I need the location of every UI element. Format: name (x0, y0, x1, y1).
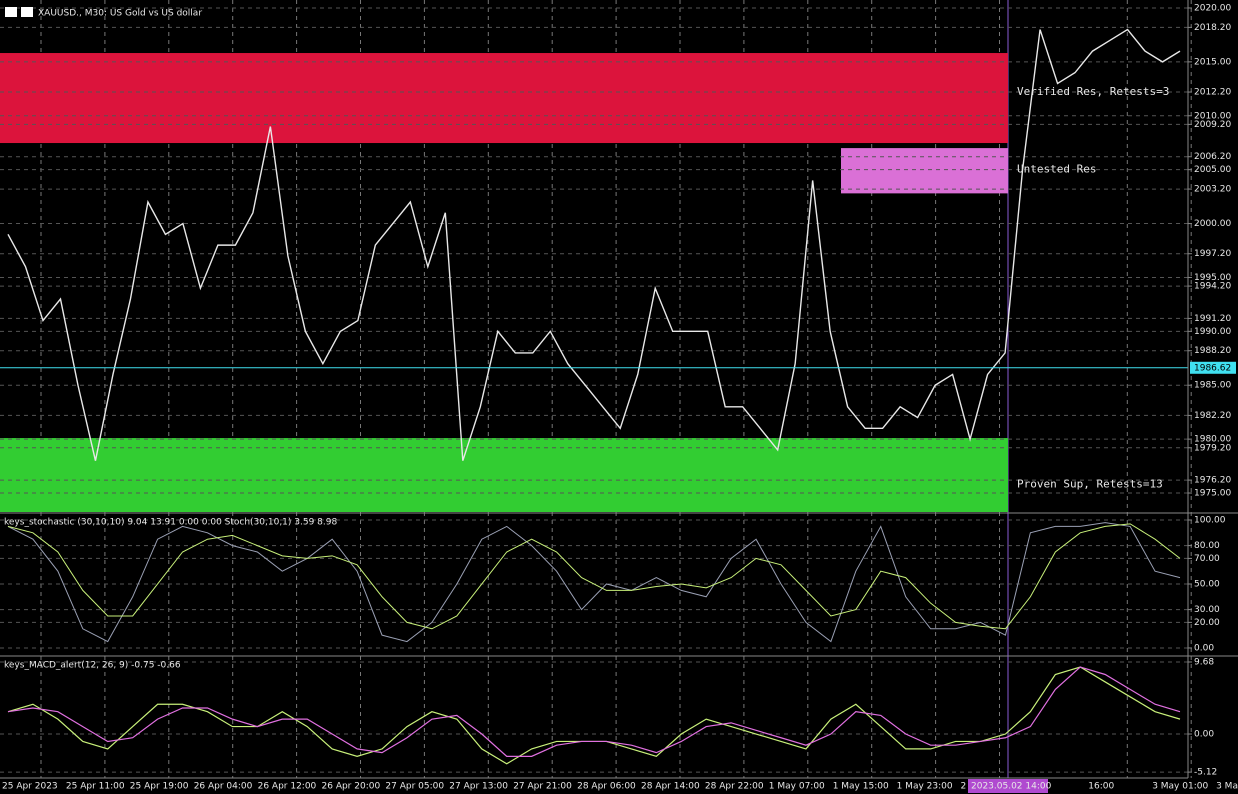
x-tick-label: 26 Apr 20:00 (322, 782, 381, 792)
y-tick-label: 0.00 (1194, 730, 1214, 740)
y-tick-label: 0.00 (1194, 643, 1214, 653)
y-tick-label: -5.12 (1194, 768, 1217, 778)
x-tick-label: 3 May 01:00 (1152, 782, 1208, 792)
y-tick-label: 100.00 (1194, 516, 1226, 526)
x-tick-label: 28 Apr 06:00 (577, 782, 636, 792)
series-line (7, 522, 1181, 643)
y-tick-label: 1979.20 (1194, 443, 1231, 453)
zone-label: Untested Res (1017, 163, 1096, 176)
y-tick-label: 9.68 (1194, 657, 1214, 667)
y-tick-label: 80.00 (1194, 541, 1220, 551)
y-tick-label: 1994.20 (1194, 282, 1231, 292)
x-tick-label: 28 Apr 14:00 (641, 782, 700, 792)
current-price-box (1190, 361, 1236, 374)
y-tick-label: 1982.20 (1194, 411, 1231, 421)
y-tick-label: 1975.00 (1194, 489, 1231, 499)
y-tick-label: 1976.20 (1194, 476, 1231, 486)
y-tick-label: 20.00 (1194, 618, 1220, 628)
y-tick-label: 50.00 (1194, 579, 1220, 589)
y-tick-label: 2000.00 (1194, 219, 1231, 229)
x-tick-label: 1 May 23:00 (897, 782, 953, 792)
y-tick-label: 1995.00 (1194, 273, 1231, 283)
y-tick-label: 2010.00 (1194, 111, 1231, 121)
y-tick-label: 30.00 (1194, 605, 1220, 615)
x-tick-label: 26 Apr 12:00 (258, 782, 317, 792)
y-tick-label: 2015.00 (1194, 57, 1231, 67)
macd-header: keys_MACD_alert(12, 26, 9) -0.75 -0.66 (4, 661, 181, 671)
cursor-label: 2023.05.02 14:00 (971, 782, 1052, 792)
y-tick-label: 2009.20 (1194, 120, 1231, 130)
x-tick-label: 25 Apr 19:00 (130, 782, 189, 792)
y-tick-label: 1985.00 (1194, 381, 1231, 391)
y-tick-label: 70.00 (1194, 554, 1220, 564)
y-tick-label: 2003.20 (1194, 185, 1231, 195)
y-tick-label: 1990.00 (1194, 327, 1231, 337)
x-tick-label: 1 May 15:00 (833, 782, 889, 792)
x-tick-label: 26 Apr 04:00 (194, 782, 253, 792)
zone (0, 53, 1008, 144)
current-price-label: 1986.62 (1194, 363, 1231, 373)
y-tick-label: 2012.20 (1194, 88, 1231, 98)
x-tick-label: 3 May 09:00 (1216, 782, 1238, 792)
zone (0, 438, 1008, 512)
series-line (7, 523, 1181, 630)
stoch-header: keys_stochastic (30,10,10) 9.04 13.91 0.… (4, 518, 337, 528)
series-line (7, 666, 1181, 757)
x-tick-label: 27 Apr 13:00 (449, 782, 508, 792)
zone-label: Proven Sup, Retests=13 (1017, 477, 1163, 490)
series-line (7, 28, 1181, 461)
x-tick-label: 28 Apr 22:00 (705, 782, 764, 792)
zone-label: Verified Res, Retests=3 (1017, 85, 1169, 98)
icon[interactable] (5, 7, 17, 17)
y-tick-label: 1980.00 (1194, 435, 1231, 445)
icon[interactable] (21, 7, 33, 17)
x-tick-label: 27 Apr 05:00 (385, 782, 444, 792)
x-tick-label: 25 Apr 11:00 (66, 782, 125, 792)
x-tick-label: 16:00 (1088, 782, 1114, 792)
x-tick-label: 1 May 07:00 (769, 782, 825, 792)
y-tick-label: 1988.20 (1194, 346, 1231, 356)
y-tick-label: 1991.20 (1194, 314, 1231, 324)
x-tick-label: 25 Apr 2023 (2, 782, 58, 792)
y-tick-label: 2020.00 (1194, 3, 1231, 13)
x-tick-label: 27 Apr 21:00 (513, 782, 572, 792)
y-tick-label: 2018.20 (1194, 23, 1231, 33)
chart-header: XAUUSD., M30: US Gold vs US dollar (38, 9, 202, 19)
cursor-label-box (968, 779, 1048, 793)
y-tick-label: 2006.20 (1194, 152, 1231, 162)
y-tick-label: 2005.00 (1194, 165, 1231, 175)
zone (841, 148, 1008, 194)
x-tick-label: 2 (961, 782, 967, 792)
y-tick-label: 1997.20 (1194, 249, 1231, 259)
